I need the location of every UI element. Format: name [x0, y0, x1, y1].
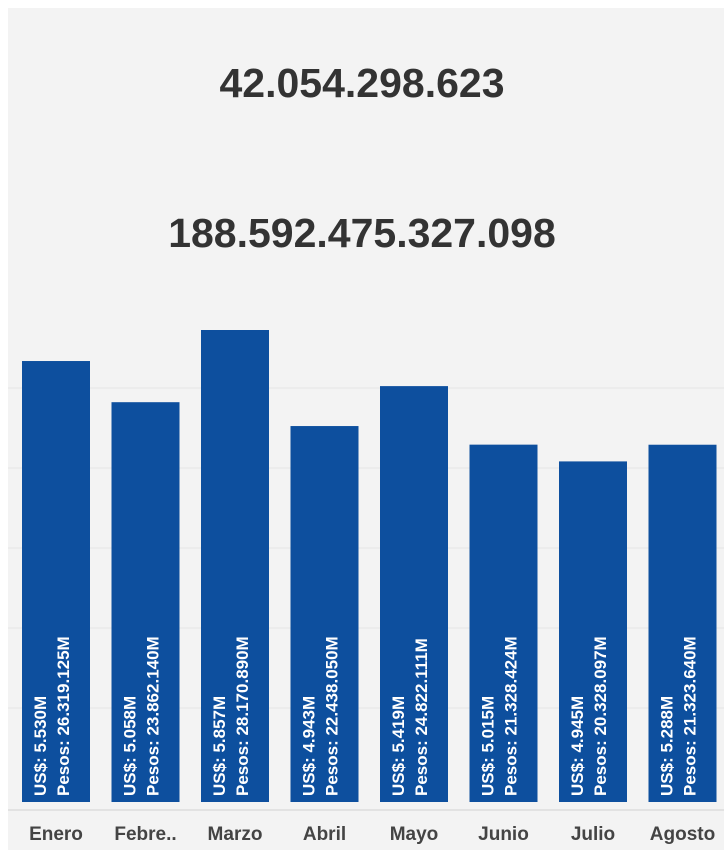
bar-label-pesos: Pesos: 21.323.640M: [681, 636, 700, 796]
bar-label-pesos: Pesos: 22.438.050M: [323, 636, 342, 796]
bar-label-pesos: Pesos: 24.822.111M: [412, 638, 431, 796]
bar-label-usd: US$: 4.945M: [568, 696, 587, 796]
bar-6[interactable]: [559, 461, 627, 802]
bar-label-pesos: Pesos: 21.328.424M: [502, 636, 521, 796]
bar-label-usd: US$: 5.857M: [210, 696, 229, 796]
kpi-pesos-total: 188.592.475.327.098: [168, 210, 556, 256]
x-tick-label: Julio: [571, 824, 615, 845]
x-tick-label: Abril: [303, 824, 346, 845]
x-tick-label: Enero: [29, 824, 83, 845]
kpi-usd-total: 42.054.298.623: [219, 60, 505, 106]
bar-2[interactable]: [201, 330, 269, 802]
bar-3[interactable]: [290, 426, 359, 802]
bar-label-usd: US$: 4.943M: [300, 696, 319, 796]
x-tick-label: Marzo: [208, 824, 263, 845]
bar-0[interactable]: [22, 361, 90, 802]
bar-label-usd: US$: 5.015M: [479, 696, 498, 796]
x-tick-label: Agosto: [650, 824, 715, 845]
bar-label-pesos: Pesos: 28.170.890M: [233, 636, 252, 796]
bar-label-pesos: Pesos: 23.862.140M: [144, 636, 163, 796]
bar-7[interactable]: [648, 444, 717, 802]
bar-label-usd: US$: 5.058M: [121, 696, 140, 796]
bar-5[interactable]: [469, 444, 538, 802]
bar-1[interactable]: [111, 402, 180, 802]
x-tick-label: Junio: [478, 824, 529, 845]
bar-label-pesos: Pesos: 26.319.125M: [54, 636, 73, 796]
bar-label-usd: US$: 5.288M: [658, 696, 677, 796]
x-tick-label: Mayo: [390, 824, 439, 845]
bar-label-usd: US$: 5.530M: [31, 696, 50, 796]
bar-4[interactable]: [380, 386, 448, 802]
bar-label-usd: US$: 5.419M: [389, 696, 408, 796]
x-tick-label: Febre..: [114, 824, 176, 845]
bar-label-pesos: Pesos: 20.328.097M: [591, 636, 610, 796]
